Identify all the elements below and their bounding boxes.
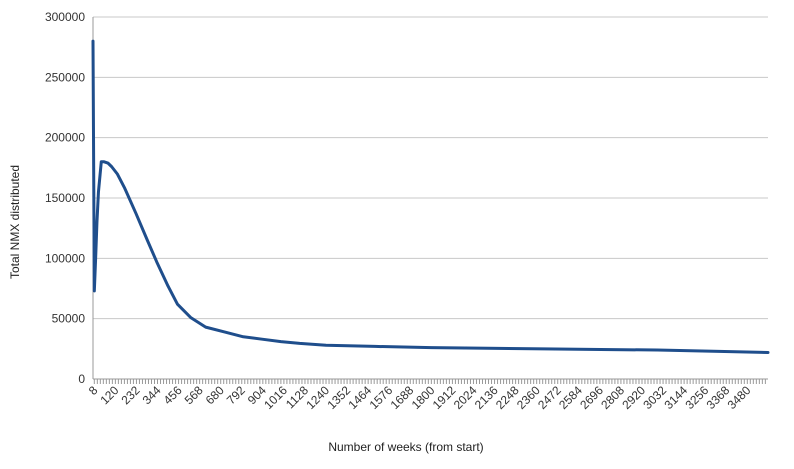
y-tick-label: 250000 <box>45 70 85 84</box>
y-tick-label: 50000 <box>52 312 86 326</box>
y-tick-label: 0 <box>78 372 85 386</box>
y-tick-label: 150000 <box>45 191 85 205</box>
x-tick-label: 568 <box>182 383 206 407</box>
x-axis-tick-labels: 8120232344456568680792904101611281240135… <box>86 383 754 412</box>
y-tick-label: 100000 <box>45 251 85 265</box>
gridlines <box>93 16 768 320</box>
x-tick-label: 456 <box>161 383 185 407</box>
x-axis-ticks <box>93 379 766 384</box>
x-tick-label: 680 <box>203 383 227 407</box>
x-axis-title: Number of weeks (from start) <box>328 440 483 454</box>
y-axis-title: Total NMX distributed <box>8 165 22 279</box>
x-tick-label: 344 <box>140 383 164 407</box>
x-tick-label: 232 <box>119 383 143 407</box>
y-axis-tick-labels: 0 50000 100000 150000 200000 250000 300000 <box>45 10 85 386</box>
y-tick-label: 300000 <box>45 10 85 24</box>
series-line <box>91 39 770 354</box>
x-tick-label: 792 <box>224 383 248 407</box>
x-tick-label: 3480 <box>725 383 754 412</box>
y-tick-label: 200000 <box>45 131 85 145</box>
x-tick-label: 120 <box>97 383 121 407</box>
